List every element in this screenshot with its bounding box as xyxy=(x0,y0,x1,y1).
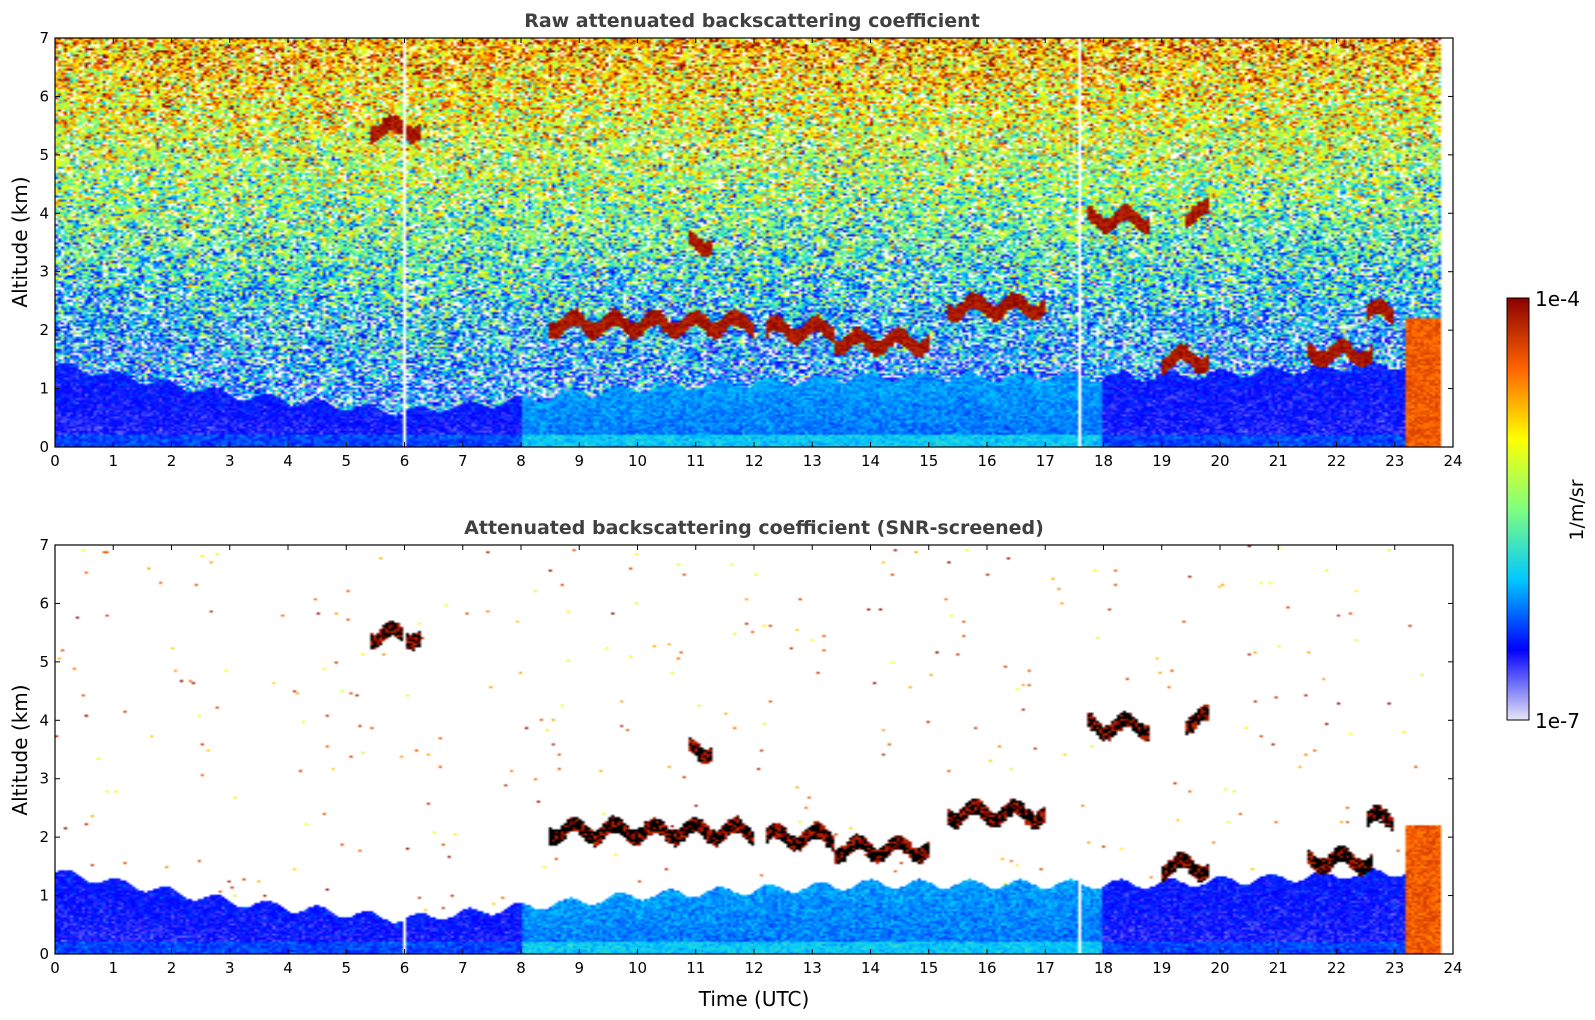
y-tick-label: 5 xyxy=(39,146,49,164)
raw-backscatter-panel: Raw attenuated backscattering coefficien… xyxy=(8,10,1463,470)
x-tick-label: 8 xyxy=(516,452,526,470)
y-axis: 0 1 2 3 4 5 6 7 xyxy=(39,536,1453,963)
heatmap-image xyxy=(55,545,1453,954)
snr-screened-panel: Attenuated backscattering coefficient (S… xyxy=(8,517,1463,1011)
y-tick-label: 2 xyxy=(39,321,49,339)
x-tick-label: 15 xyxy=(919,959,938,977)
x-tick-label: 3 xyxy=(225,452,235,470)
x-tick-label: 0 xyxy=(50,959,60,977)
x-tick-label: 19 xyxy=(1152,959,1171,977)
x-tick-label: 24 xyxy=(1443,959,1462,977)
y-tick-label: 1 xyxy=(39,380,49,398)
y-axis-label: Altitude (km) xyxy=(8,684,32,815)
y-tick-label: 3 xyxy=(39,263,49,281)
x-tick-label: 20 xyxy=(1210,452,1229,470)
x-axis: 0 1 2 3 4 5 6 7 8 9 10 11 12 13 14 15 16 17 18 19 20 21 22 23 24 xyxy=(50,38,1463,470)
x-tick-label: 22 xyxy=(1327,959,1346,977)
x-tick-label: 19 xyxy=(1152,452,1171,470)
x-tick-label: 15 xyxy=(919,452,938,470)
colorbar-max-label: 1e-4 xyxy=(1535,287,1580,311)
x-tick-label: 22 xyxy=(1327,452,1346,470)
x-tick-label: 9 xyxy=(574,452,584,470)
x-tick-label: 5 xyxy=(341,452,351,470)
x-tick-label: 18 xyxy=(1094,959,1113,977)
x-tick-label: 11 xyxy=(686,452,705,470)
y-axis: 0 1 2 3 4 5 6 7 xyxy=(39,29,1453,456)
x-tick-label: 14 xyxy=(861,452,880,470)
x-tick-label: 10 xyxy=(628,452,647,470)
x-tick-label: 1 xyxy=(108,452,118,470)
y-tick-label: 5 xyxy=(39,653,49,671)
x-tick-label: 9 xyxy=(574,959,584,977)
y-tick-label: 4 xyxy=(39,711,49,729)
x-tick-label: 4 xyxy=(283,452,293,470)
x-tick-label: 1 xyxy=(108,959,118,977)
x-tick-label: 12 xyxy=(744,452,763,470)
x-tick-label: 13 xyxy=(803,452,822,470)
x-tick-label: 24 xyxy=(1443,452,1462,470)
x-tick-label: 5 xyxy=(341,959,351,977)
x-tick-label: 17 xyxy=(1036,959,1055,977)
x-tick-label: 20 xyxy=(1210,959,1229,977)
x-tick-label: 23 xyxy=(1385,452,1404,470)
heatmap-image xyxy=(55,38,1453,447)
x-tick-label: 12 xyxy=(744,959,763,977)
x-tick-label: 8 xyxy=(516,959,526,977)
x-tick-label: 2 xyxy=(167,959,177,977)
y-axis-label: Altitude (km) xyxy=(8,176,32,307)
x-tick-label: 3 xyxy=(225,959,235,977)
x-tick-label: 14 xyxy=(861,959,880,977)
y-tick-label: 3 xyxy=(39,770,49,788)
x-tick-label: 4 xyxy=(283,959,293,977)
x-tick-label: 23 xyxy=(1385,959,1404,977)
y-tick-label: 2 xyxy=(39,828,49,846)
x-tick-label: 6 xyxy=(400,452,410,470)
y-tick-label: 1 xyxy=(39,887,49,905)
x-axis-label: Time (UTC) xyxy=(698,987,810,1011)
y-tick-label: 7 xyxy=(39,29,49,47)
x-tick-label: 7 xyxy=(458,452,468,470)
x-tick-label: 17 xyxy=(1036,452,1055,470)
x-tick-label: 18 xyxy=(1094,452,1113,470)
x-tick-label: 2 xyxy=(167,452,177,470)
y-tick-label: 6 xyxy=(39,594,49,612)
x-tick-label: 11 xyxy=(686,959,705,977)
y-tick-label: 0 xyxy=(39,945,49,963)
colorbar-frame xyxy=(1506,297,1530,721)
y-tick-label: 6 xyxy=(39,87,49,105)
x-tick-label: 21 xyxy=(1269,452,1288,470)
colorbar-label: 1/m/sr xyxy=(1566,479,1588,540)
colorbar-gradient xyxy=(1507,298,1529,720)
colorbar: 1e-4 1e-7 1/m/sr xyxy=(1506,287,1588,733)
x-tick-label: 21 xyxy=(1269,959,1288,977)
y-tick-label: 0 xyxy=(39,438,49,456)
x-tick-label: 13 xyxy=(803,959,822,977)
y-tick-label: 7 xyxy=(39,536,49,554)
x-tick-label: 10 xyxy=(628,959,647,977)
x-tick-label: 16 xyxy=(977,959,996,977)
x-axis: 0 1 2 3 4 5 6 7 8 9 10 11 12 13 14 15 16 17 18 19 20 21 22 23 24 xyxy=(50,545,1463,977)
panel-title: Raw attenuated backscattering coefficien… xyxy=(524,10,980,32)
x-tick-label: 16 xyxy=(977,452,996,470)
colorbar-min-label: 1e-7 xyxy=(1535,709,1580,733)
x-tick-label: 6 xyxy=(400,959,410,977)
x-tick-label: 7 xyxy=(458,959,468,977)
y-tick-label: 4 xyxy=(39,204,49,222)
panel-title: Attenuated backscattering coefficient (S… xyxy=(464,517,1044,539)
x-tick-label: 0 xyxy=(50,452,60,470)
